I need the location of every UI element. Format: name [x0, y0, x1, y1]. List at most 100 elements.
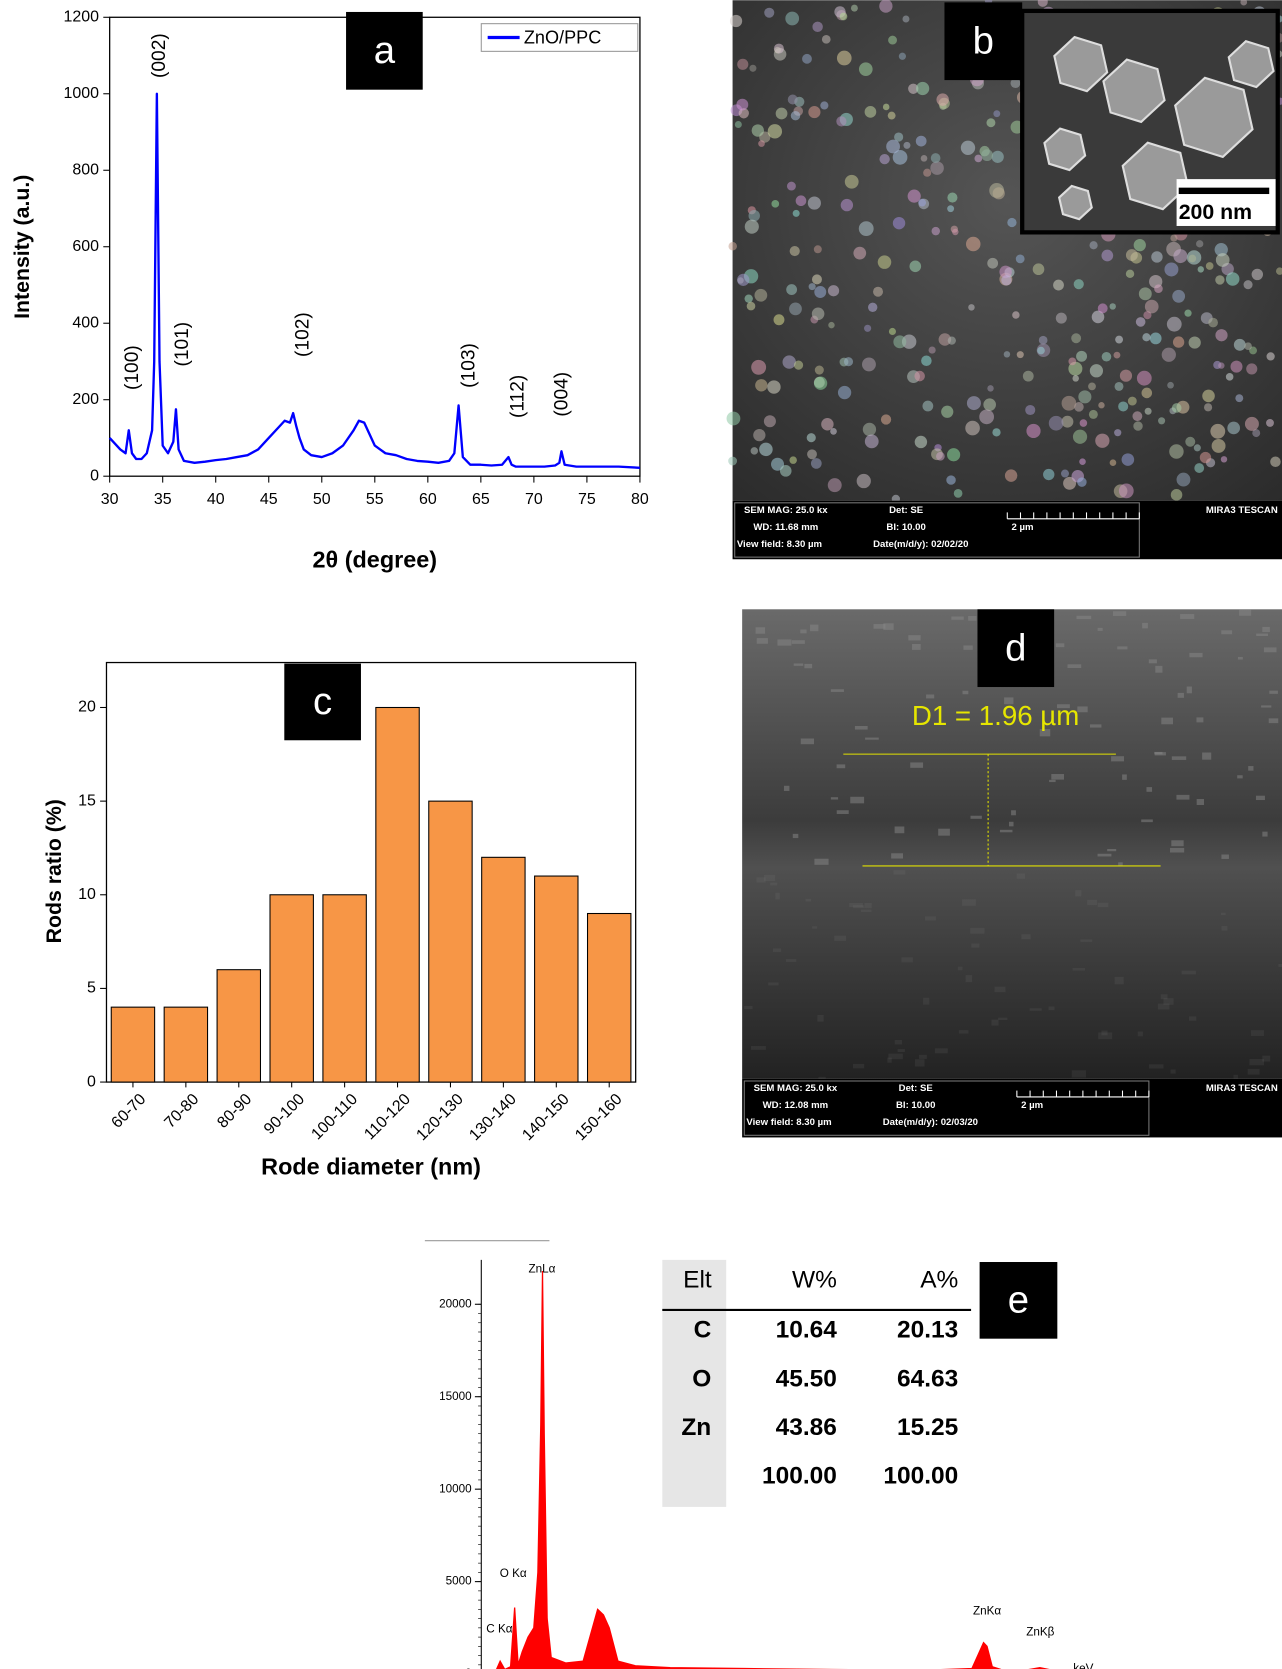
sem-texture — [730, 15, 742, 27]
sem-texture — [1007, 218, 1016, 227]
sem-texture — [853, 1064, 864, 1068]
sem-texture — [1177, 473, 1191, 487]
peak-label: (101) — [172, 322, 193, 367]
x-tick-label: 65 — [472, 491, 490, 508]
sem-texture — [804, 664, 812, 668]
sem-texture — [1051, 774, 1064, 780]
sem-texture — [1118, 401, 1128, 411]
sem-texture — [774, 314, 785, 325]
sem-texture — [774, 44, 784, 54]
sem-texture — [1278, 964, 1282, 967]
sem-texture — [958, 967, 963, 971]
sem-texture — [811, 458, 822, 469]
sem-texture — [1170, 235, 1177, 242]
sem-texture — [1266, 419, 1274, 427]
sem-texture — [728, 457, 737, 466]
table-cell: O — [692, 1365, 711, 1392]
sem-texture — [1167, 382, 1174, 389]
table-cell: 100.00 — [762, 1463, 837, 1490]
sem-texture — [1061, 470, 1069, 478]
sem-texture — [902, 16, 909, 23]
table-header: Elt — [683, 1267, 712, 1294]
sem-texture — [1170, 1070, 1175, 1074]
sem-texture — [893, 217, 905, 229]
sem-texture — [923, 169, 931, 177]
sem-texture — [1218, 362, 1224, 368]
sem-texture — [981, 149, 993, 161]
sem-texture — [1122, 774, 1127, 779]
sem-texture — [784, 786, 789, 791]
x-tick-label: 30 — [101, 491, 119, 508]
sem-texture — [1012, 311, 1019, 318]
panel-label: e — [1008, 1279, 1029, 1322]
sem-texture — [831, 689, 844, 692]
sem-texture — [836, 116, 846, 126]
sem-texture — [1221, 456, 1227, 462]
sem-texture — [1267, 352, 1275, 360]
sem-texture — [758, 140, 765, 147]
sem-texture — [938, 829, 950, 836]
x-tick-label: 50 — [313, 491, 331, 508]
sem-texture — [864, 325, 871, 332]
sem-texture — [757, 638, 768, 644]
sem-texture — [1187, 687, 1192, 694]
sem-texture — [993, 110, 1000, 117]
sem-texture — [1208, 318, 1218, 328]
sem-texture — [874, 624, 886, 629]
sem-texture — [783, 355, 796, 368]
sem-texture — [1136, 317, 1146, 327]
y-tick-label: 10 — [78, 886, 96, 903]
peak-label: C Kα — [486, 1622, 513, 1635]
sem-texture — [1235, 394, 1243, 402]
sem-texture — [1062, 396, 1077, 411]
sem-texture — [1126, 249, 1138, 261]
sem-texture — [1256, 634, 1268, 636]
sem-texture — [777, 639, 791, 645]
sem-texture — [814, 859, 828, 865]
sem-texture — [859, 62, 873, 76]
sem-texture — [1206, 262, 1214, 270]
sem-texture — [903, 142, 910, 149]
sem-texture — [1001, 275, 1011, 285]
sem-texture — [1145, 300, 1159, 314]
sem-texture — [912, 644, 921, 650]
sem-texture — [756, 877, 765, 882]
bar — [482, 857, 525, 1082]
sem-texture — [1154, 284, 1163, 293]
sem-texture — [1088, 382, 1096, 390]
y-tick-label: 200 — [72, 391, 99, 408]
y-axis-title: Rods ratio (%) — [42, 799, 66, 943]
sem-texture — [817, 1015, 823, 1022]
sem-texture — [1080, 939, 1092, 941]
sem-texture — [1164, 263, 1178, 277]
sem-texture — [749, 210, 760, 221]
bar — [588, 914, 631, 1083]
x-tick-label: 80-90 — [214, 1091, 255, 1132]
sem-texture — [837, 764, 846, 768]
sem-texture — [815, 366, 824, 375]
sem-texture — [1178, 693, 1184, 698]
sem-texture — [1262, 1056, 1270, 1062]
info-text: WD: 11.68 mm — [753, 522, 818, 533]
y-tick-label: 5 — [87, 980, 96, 997]
bar — [429, 801, 472, 1082]
sem-texture — [737, 59, 748, 70]
sem-texture — [1202, 390, 1215, 403]
bar — [323, 895, 366, 1082]
x-tick-label: 35 — [154, 491, 172, 508]
sem-texture — [916, 82, 929, 95]
sem-texture — [1004, 351, 1010, 357]
sem-texture — [1170, 848, 1184, 853]
sem-texture — [770, 883, 777, 886]
sem-texture — [855, 726, 868, 730]
sem-texture — [1039, 336, 1048, 345]
sem-texture — [768, 982, 778, 985]
sem-texture — [1269, 718, 1279, 723]
inset-scale-label: 200 nm — [1179, 200, 1252, 224]
sem-texture — [814, 286, 826, 298]
panel-label: d — [1005, 626, 1026, 669]
sem-texture — [801, 738, 814, 744]
sem-texture — [807, 449, 817, 459]
y-tick-label: 5000 — [446, 1575, 473, 1588]
sem-texture — [1189, 653, 1202, 657]
